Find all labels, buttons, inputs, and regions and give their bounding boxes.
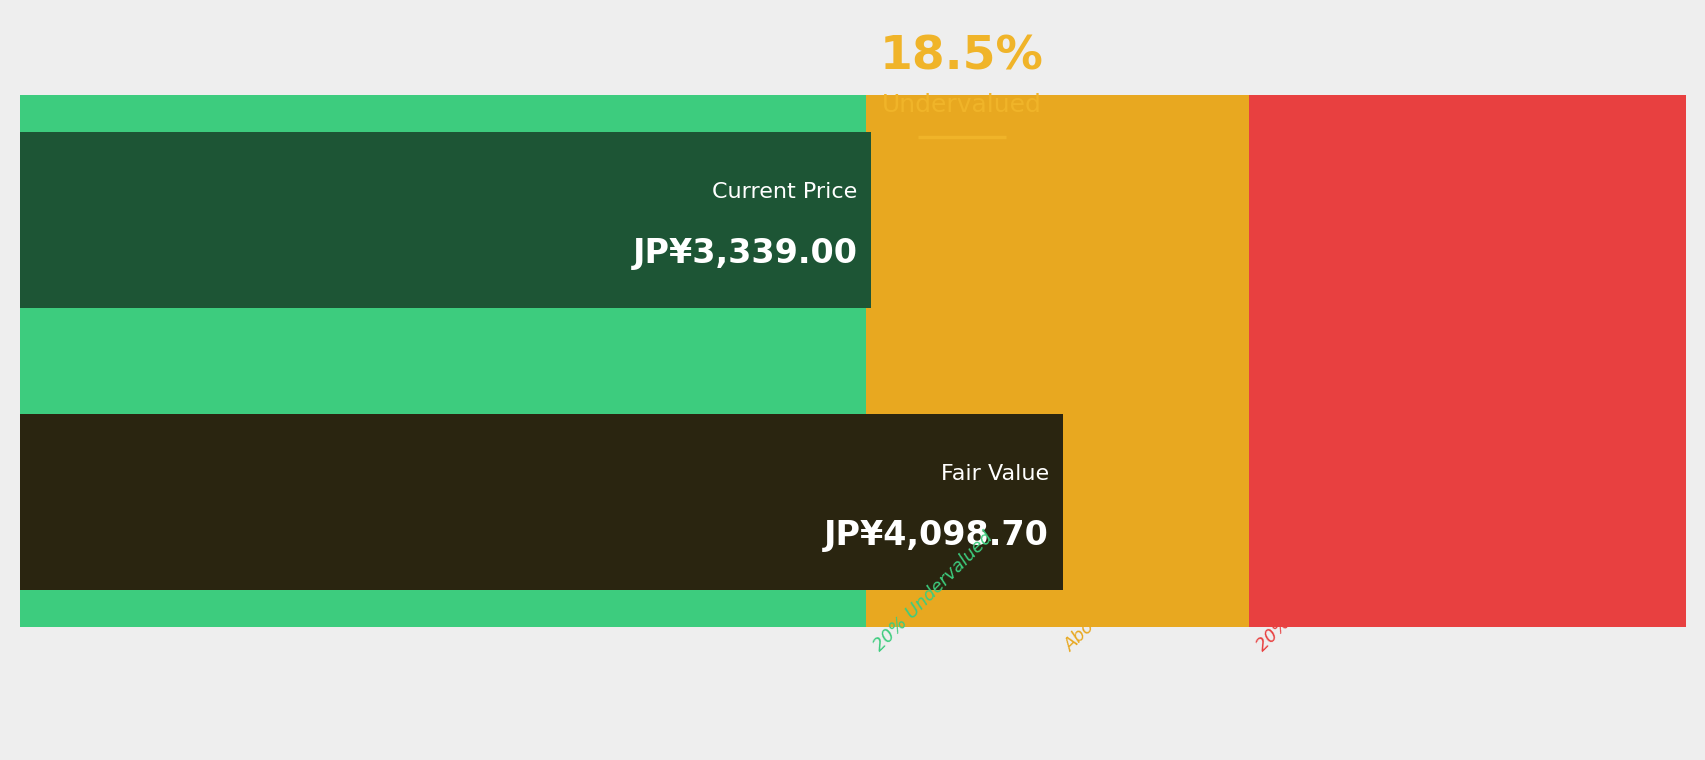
Text: 18.5%: 18.5% bbox=[880, 34, 1043, 80]
Text: About Right: About Right bbox=[1061, 567, 1147, 655]
Text: JP¥3,339.00: JP¥3,339.00 bbox=[633, 237, 858, 271]
Text: Undervalued: Undervalued bbox=[881, 93, 1042, 117]
Bar bbox=[1248, 95, 1685, 627]
Bar bbox=[20, 132, 871, 308]
Bar bbox=[20, 95, 866, 627]
Text: Current Price: Current Price bbox=[713, 182, 858, 202]
Bar bbox=[1057, 95, 1248, 627]
Bar bbox=[20, 414, 1062, 590]
Text: Fair Value: Fair Value bbox=[941, 464, 1049, 484]
Text: 20% Overvalued: 20% Overvalued bbox=[1251, 537, 1371, 655]
Text: JP¥4,098.70: JP¥4,098.70 bbox=[824, 519, 1049, 553]
Text: 20% Undervalued: 20% Undervalued bbox=[870, 528, 996, 655]
Bar bbox=[866, 95, 1057, 627]
